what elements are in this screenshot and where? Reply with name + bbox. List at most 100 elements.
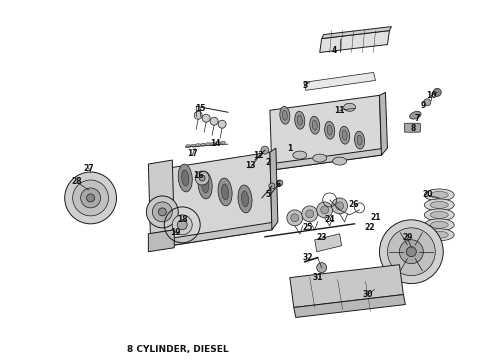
- Ellipse shape: [211, 142, 216, 145]
- Circle shape: [147, 196, 178, 228]
- Ellipse shape: [357, 135, 362, 145]
- Ellipse shape: [327, 125, 332, 135]
- Circle shape: [81, 188, 100, 208]
- Polygon shape: [148, 160, 174, 234]
- Ellipse shape: [186, 145, 191, 148]
- Text: 29: 29: [402, 233, 413, 242]
- Text: 12: 12: [253, 150, 263, 159]
- Circle shape: [158, 208, 166, 216]
- Ellipse shape: [293, 151, 307, 159]
- Polygon shape: [270, 148, 278, 230]
- FancyBboxPatch shape: [404, 123, 420, 132]
- Text: 6: 6: [275, 180, 280, 189]
- Circle shape: [317, 202, 333, 218]
- Circle shape: [406, 247, 416, 257]
- Ellipse shape: [282, 110, 287, 120]
- Circle shape: [317, 263, 327, 273]
- Ellipse shape: [340, 126, 350, 144]
- Text: 22: 22: [364, 223, 375, 232]
- Text: 18: 18: [177, 215, 188, 224]
- Ellipse shape: [424, 199, 454, 211]
- Text: 13: 13: [245, 161, 255, 170]
- Ellipse shape: [280, 106, 290, 124]
- Text: 10: 10: [426, 91, 437, 100]
- Ellipse shape: [355, 131, 365, 149]
- Polygon shape: [304, 72, 375, 90]
- Text: 9: 9: [421, 101, 426, 110]
- Ellipse shape: [206, 143, 211, 146]
- Circle shape: [73, 180, 108, 216]
- Circle shape: [269, 183, 275, 189]
- Text: 7: 7: [415, 114, 420, 123]
- Polygon shape: [290, 265, 403, 307]
- Ellipse shape: [196, 144, 201, 147]
- Text: 26: 26: [348, 201, 359, 210]
- Ellipse shape: [297, 115, 302, 125]
- Text: 28: 28: [72, 177, 82, 186]
- Ellipse shape: [333, 157, 346, 165]
- Ellipse shape: [430, 211, 448, 219]
- Circle shape: [424, 99, 431, 106]
- Ellipse shape: [201, 177, 209, 193]
- Circle shape: [332, 198, 347, 214]
- Polygon shape: [379, 92, 388, 155]
- Text: 24: 24: [324, 215, 335, 224]
- Circle shape: [277, 180, 283, 186]
- Ellipse shape: [410, 111, 421, 119]
- Circle shape: [199, 175, 205, 181]
- Circle shape: [379, 220, 443, 284]
- Text: 14: 14: [210, 139, 220, 148]
- Text: 8 CYLINDER, DIESEL: 8 CYLINDER, DIESEL: [127, 345, 229, 354]
- Text: 15: 15: [195, 104, 205, 113]
- Text: 23: 23: [317, 233, 327, 242]
- Circle shape: [65, 172, 117, 224]
- Text: 25: 25: [302, 223, 313, 232]
- Circle shape: [306, 210, 314, 218]
- Polygon shape: [322, 27, 392, 39]
- Ellipse shape: [313, 154, 327, 162]
- Text: 17: 17: [187, 149, 197, 158]
- Polygon shape: [294, 294, 405, 318]
- Polygon shape: [272, 148, 386, 170]
- Polygon shape: [171, 222, 276, 246]
- Circle shape: [302, 206, 318, 222]
- Polygon shape: [270, 95, 382, 170]
- Circle shape: [336, 202, 343, 210]
- Ellipse shape: [201, 143, 206, 146]
- Ellipse shape: [424, 209, 454, 221]
- Polygon shape: [319, 31, 390, 53]
- Text: 21: 21: [370, 213, 381, 222]
- Ellipse shape: [342, 130, 347, 140]
- Ellipse shape: [310, 116, 320, 134]
- Circle shape: [202, 114, 210, 122]
- Circle shape: [218, 120, 226, 128]
- Circle shape: [177, 220, 187, 230]
- Circle shape: [87, 194, 95, 202]
- Text: 31: 31: [313, 273, 323, 282]
- Ellipse shape: [430, 231, 448, 238]
- Text: 16: 16: [193, 171, 203, 180]
- Text: 5: 5: [266, 190, 270, 199]
- Circle shape: [388, 228, 435, 276]
- Text: 3: 3: [302, 81, 307, 90]
- Ellipse shape: [191, 144, 196, 147]
- Ellipse shape: [430, 201, 448, 208]
- Ellipse shape: [218, 178, 232, 206]
- Circle shape: [261, 146, 269, 154]
- Ellipse shape: [430, 221, 448, 228]
- Ellipse shape: [238, 185, 252, 213]
- Text: 20: 20: [422, 190, 433, 199]
- Circle shape: [152, 202, 172, 222]
- Circle shape: [433, 88, 441, 96]
- Ellipse shape: [343, 103, 356, 111]
- Circle shape: [399, 240, 423, 264]
- Polygon shape: [168, 152, 272, 246]
- Text: 8: 8: [411, 124, 416, 133]
- Ellipse shape: [430, 192, 448, 198]
- Ellipse shape: [242, 191, 248, 207]
- Text: 30: 30: [362, 290, 373, 299]
- Polygon shape: [315, 234, 342, 252]
- Ellipse shape: [325, 121, 335, 139]
- Ellipse shape: [424, 219, 454, 231]
- Text: 4: 4: [332, 46, 337, 55]
